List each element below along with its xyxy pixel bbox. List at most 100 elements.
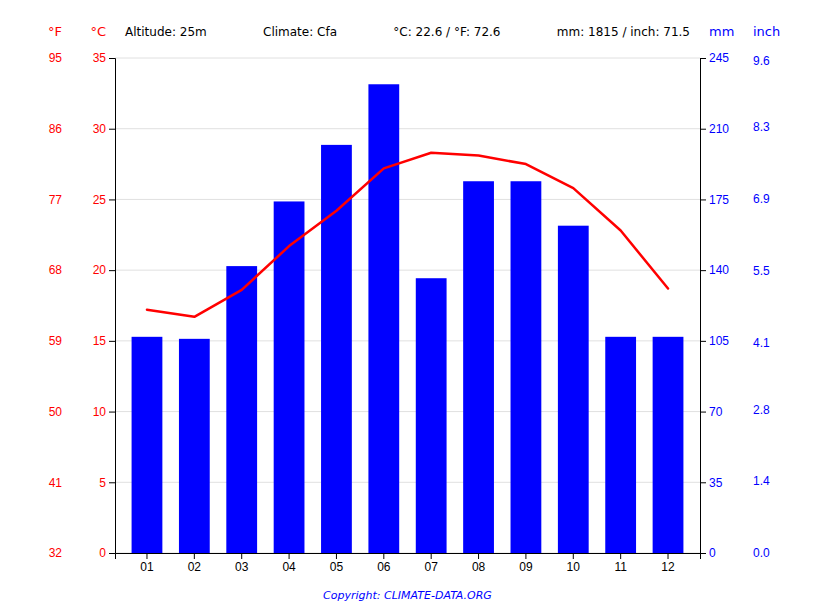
source: Copyright: CLIMATE-DATA.ORG (323, 589, 492, 602)
tick-mark (431, 553, 432, 559)
plot-area: 0102030405060708091011120510152025303532… (49, 51, 770, 573)
tick-mark (109, 58, 115, 59)
tick: 32 (49, 546, 65, 560)
tick-label: 0 (99, 546, 106, 560)
tick-label: 06 (377, 560, 391, 574)
bar (605, 337, 636, 553)
tick-mark (700, 58, 706, 59)
tick-mark (241, 553, 242, 559)
axis-line (65, 59, 66, 554)
axis: 0.01.42.84.15.56.98.39.6 (750, 54, 770, 561)
tick: 0 (700, 546, 716, 560)
tick: 175 (700, 193, 729, 207)
tick: 35 (93, 51, 115, 65)
tick-mark (146, 553, 147, 559)
tick-mark (109, 553, 115, 554)
tick: 0.0 (750, 546, 770, 560)
tick-mark (573, 553, 574, 559)
tick: 03 (235, 553, 249, 574)
bar (368, 84, 399, 553)
tick: 2.8 (750, 403, 770, 417)
tick: 59 (49, 334, 65, 348)
tick-mark (109, 341, 115, 342)
tick-mark (194, 553, 195, 559)
tick-label: 10 (93, 405, 107, 419)
grid-line (115, 128, 700, 129)
tick: 105 (700, 334, 729, 348)
tick-label: 2.8 (753, 403, 770, 417)
tick-label: 0.0 (753, 546, 770, 560)
annotation: °C: 22.6 / °F: 72.6 (393, 25, 500, 39)
tick-label: 0 (709, 546, 716, 560)
tick: 10 (567, 553, 581, 574)
tick-mark (109, 270, 115, 271)
tick-label: 05 (330, 560, 344, 574)
tick-label: 5.5 (753, 264, 770, 278)
tick: 30 (93, 122, 115, 136)
tick-label: 175 (709, 193, 729, 207)
tick: 140 (700, 263, 729, 277)
tick-label: 09 (519, 560, 533, 574)
marks (132, 84, 684, 553)
tick-label: 4.1 (753, 336, 770, 350)
tick: 35 (700, 476, 723, 490)
tick: 70 (700, 405, 723, 419)
tick: 210 (700, 122, 729, 136)
tick-label: 11 (614, 560, 627, 574)
tick: 10 (93, 405, 115, 419)
tick-mark (700, 341, 706, 342)
tick-label: 20 (93, 263, 107, 277)
axis: 3241505968778695 (49, 51, 66, 560)
tick-label: 245 (709, 51, 729, 65)
tick: 1.4 (750, 474, 770, 488)
tick-label: 25 (93, 193, 107, 207)
tick-label: 86 (49, 122, 63, 136)
tick-mark (700, 482, 706, 483)
bar (179, 339, 210, 553)
annotation: mm: 1815 / inch: 71.5 (557, 25, 690, 39)
tick: 04 (282, 553, 296, 574)
tick-mark (109, 482, 115, 483)
tick-mark (620, 553, 621, 559)
tick-label: 35 (709, 476, 723, 490)
tick-label: 140 (709, 263, 729, 277)
tick-label: 03 (235, 560, 249, 574)
tick: 95 (49, 51, 65, 65)
tick-label: 1.4 (753, 474, 770, 488)
tick-mark (109, 199, 115, 200)
bar (321, 145, 352, 553)
axis-label: mm (709, 24, 734, 39)
axis: 0 35 70 105 140 175 210 245 (700, 51, 729, 560)
header: °F°CmminchAltitude: 25mClimate: Cfa°C: 2… (48, 24, 780, 39)
tick: 02 (188, 553, 202, 574)
tick-mark (700, 129, 706, 130)
tick: 5.5 (750, 264, 770, 278)
axis-line (109, 59, 116, 554)
grid-line (115, 199, 700, 200)
tick-label: 105 (709, 334, 729, 348)
bar (558, 226, 589, 553)
tick: 4.1 (750, 336, 770, 350)
grid-line (115, 270, 700, 271)
tick-label: 02 (188, 560, 202, 574)
tick-mark (109, 412, 115, 413)
tick: 20 (93, 263, 115, 277)
tick-label: 32 (49, 546, 63, 560)
tick-label: 8.3 (753, 120, 770, 134)
tick: 68 (49, 263, 65, 277)
tick-label: 9.6 (753, 54, 770, 68)
tick: 9.6 (750, 54, 770, 68)
tick-mark (478, 553, 479, 559)
axis: 05101520253035 (93, 51, 116, 560)
tick: 0 (99, 546, 115, 560)
tick-label: 68 (49, 263, 63, 277)
tick-mark (383, 553, 384, 559)
tick-mark (109, 129, 115, 130)
tick-mark (700, 199, 706, 200)
tick: 08 (472, 553, 486, 574)
tick-label: 10 (567, 560, 581, 574)
tick-label: 59 (49, 334, 63, 348)
tick-label: 12 (661, 560, 675, 574)
axis-line (750, 59, 751, 554)
bar (274, 201, 305, 553)
